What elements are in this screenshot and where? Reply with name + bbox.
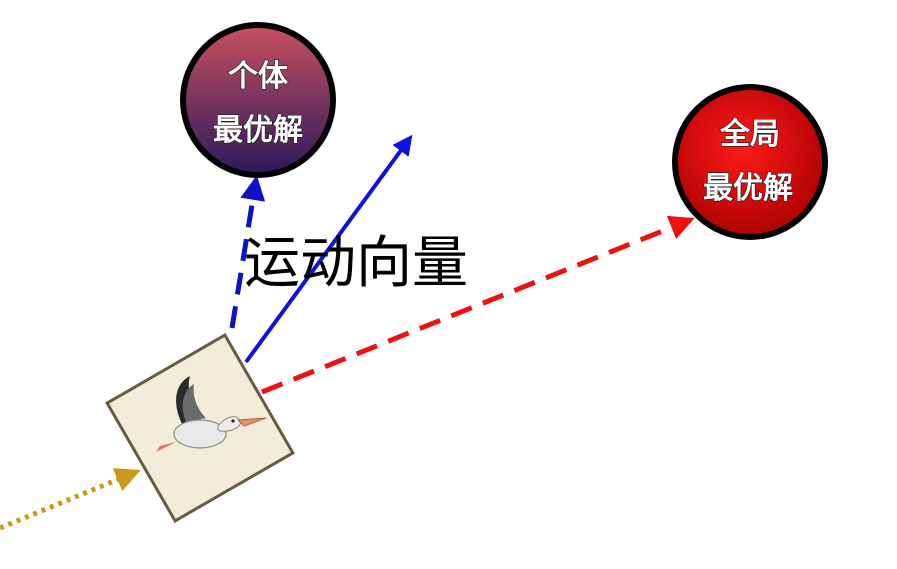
global-best-arrow	[261, 215, 695, 395]
motion-vector-arrow	[244, 134, 413, 364]
personal-best-node: 个体 最优解	[180, 22, 336, 178]
pelican-icon	[156, 376, 267, 452]
personal-best-line2: 最优解	[213, 113, 303, 148]
particle-tile	[105, 333, 295, 523]
motion-vector-label: 运动向量	[244, 231, 468, 296]
global-best-line2: 最优解	[703, 171, 793, 206]
inertia-arrow	[0, 468, 141, 531]
personal-best-arrow	[229, 175, 266, 329]
personal-best-line1: 个体	[228, 59, 289, 94]
global-best-node: 全局 最优解	[672, 84, 828, 240]
global-best-line1: 全局	[719, 117, 780, 152]
